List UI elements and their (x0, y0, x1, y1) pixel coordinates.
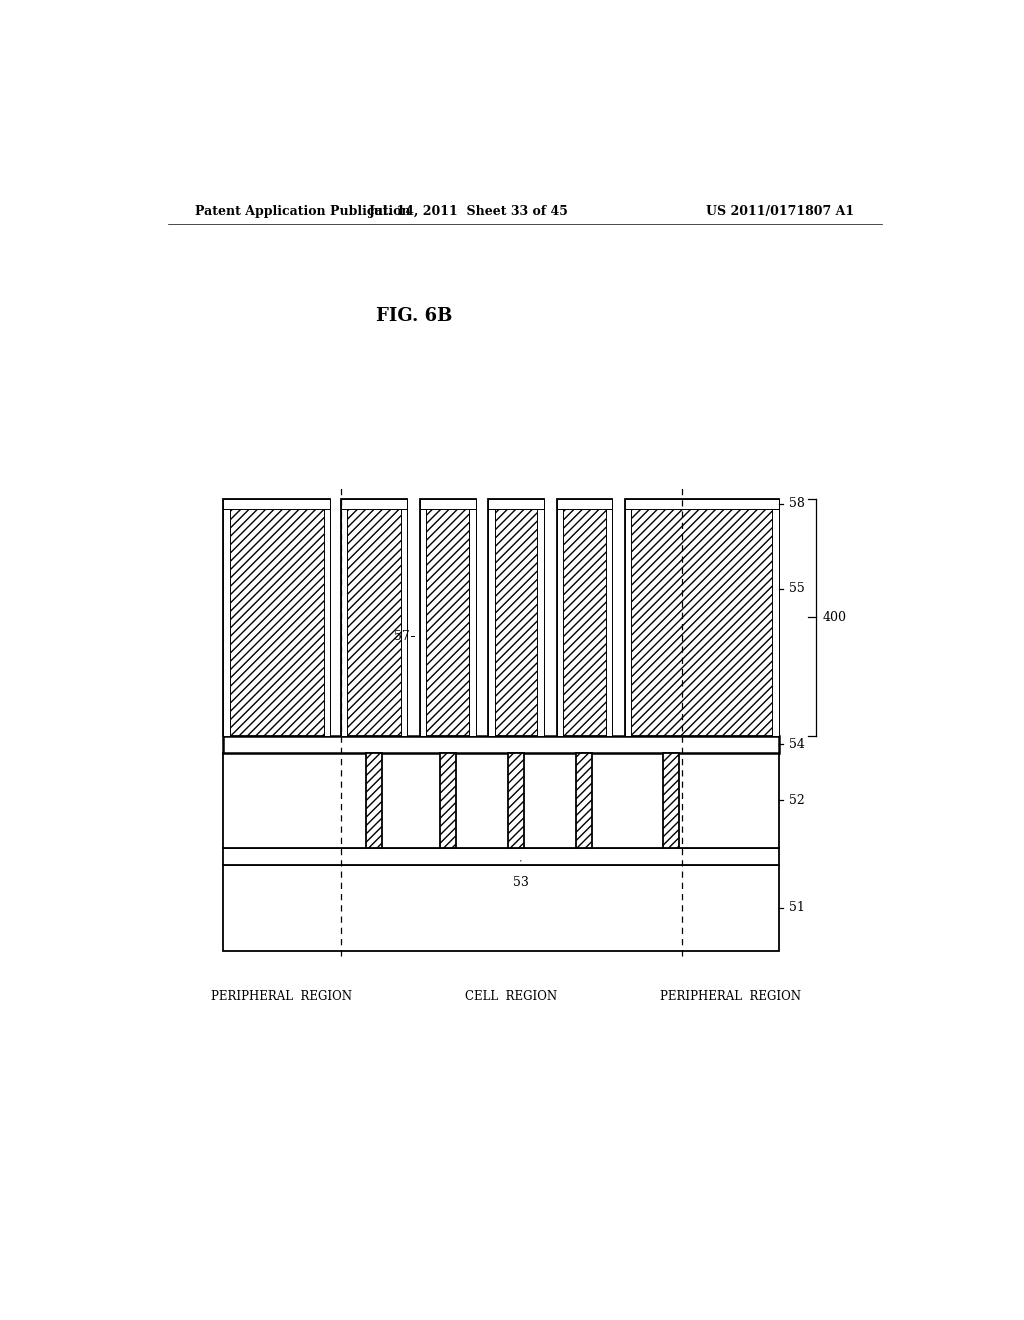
Bar (420, 499, 475, 510)
Bar (341, 510, 347, 735)
Text: 53: 53 (513, 876, 528, 888)
Bar (223, 510, 229, 735)
Bar (420, 499, 475, 735)
Bar (488, 510, 495, 735)
Bar (557, 510, 563, 735)
Bar (223, 499, 331, 735)
Text: Jul. 14, 2011  Sheet 33 of 45: Jul. 14, 2011 Sheet 33 of 45 (370, 205, 569, 218)
Bar (625, 499, 778, 510)
Bar (223, 735, 778, 752)
Bar (223, 752, 778, 847)
Bar (469, 510, 475, 735)
Text: PERIPHERAL  REGION: PERIPHERAL REGION (212, 990, 352, 1003)
Text: 51: 51 (790, 902, 805, 915)
Bar (223, 847, 778, 865)
Bar (420, 510, 426, 735)
Text: 58: 58 (790, 498, 805, 511)
Bar (488, 499, 544, 735)
Bar (324, 510, 331, 735)
Bar (772, 510, 778, 735)
Bar (577, 752, 592, 847)
Bar (223, 865, 778, 952)
Text: 52: 52 (790, 793, 805, 807)
Text: Patent Application Publication: Patent Application Publication (196, 205, 411, 218)
Bar (664, 752, 679, 847)
Text: 54: 54 (790, 738, 805, 751)
Text: CELL  REGION: CELL REGION (465, 990, 557, 1003)
Bar (606, 510, 612, 735)
Text: 57: 57 (394, 630, 410, 643)
Text: 55: 55 (790, 582, 805, 595)
Text: 400: 400 (822, 611, 847, 624)
Bar (625, 499, 778, 735)
Text: US 2011/0171807 A1: US 2011/0171807 A1 (706, 205, 854, 218)
Bar (401, 510, 408, 735)
Bar (538, 510, 544, 735)
Bar (341, 499, 408, 735)
Bar (440, 752, 456, 847)
Bar (341, 499, 408, 510)
Bar (625, 510, 631, 735)
Bar (508, 752, 524, 847)
Bar (557, 499, 612, 735)
Bar (367, 752, 382, 847)
Bar (488, 499, 544, 510)
Text: PERIPHERAL  REGION: PERIPHERAL REGION (659, 990, 801, 1003)
Text: FIG. 6B: FIG. 6B (376, 308, 452, 325)
Bar (557, 499, 612, 510)
Bar (223, 499, 331, 510)
